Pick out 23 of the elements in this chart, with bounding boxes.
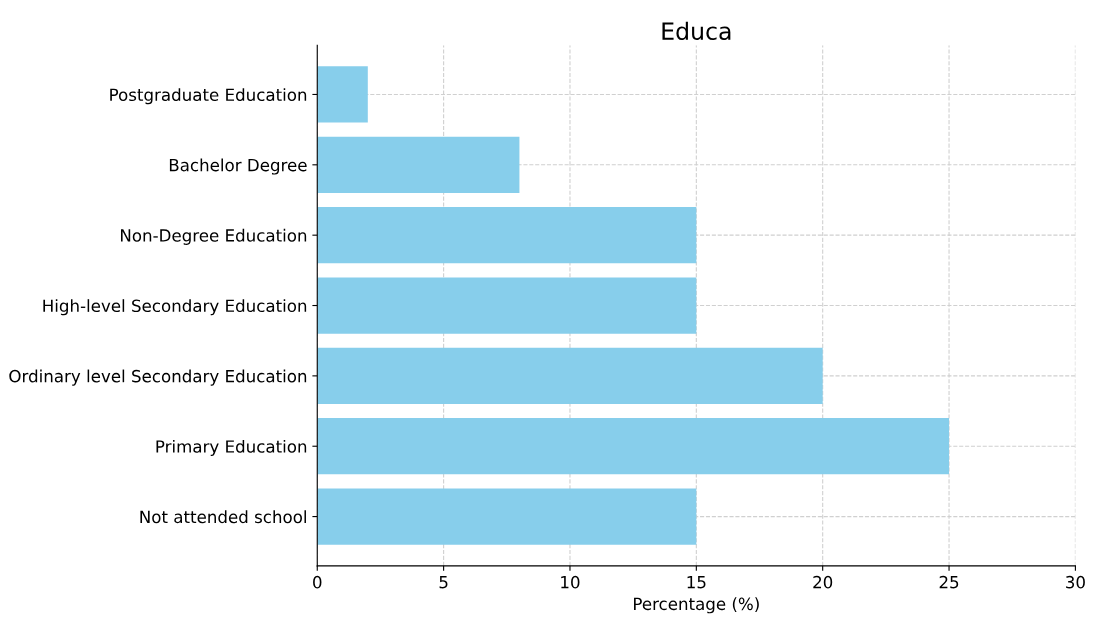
bar — [317, 488, 697, 545]
x-tick-label: 0 — [313, 575, 322, 589]
bar — [317, 418, 950, 475]
bar — [317, 277, 697, 334]
x-tick-label: 15 — [687, 576, 706, 589]
bar — [317, 66, 368, 123]
y-tick-label: Primary Education — [156, 439, 307, 457]
x-axis-title: Percentage (%) — [634, 597, 759, 614]
y-tick-label: Bachelor Degree — [169, 158, 307, 175]
bar — [317, 347, 823, 405]
x-tick-label: 5 — [439, 576, 448, 589]
chart-title: Educa — [662, 21, 731, 40]
x-tick-label: 30 — [1066, 575, 1085, 589]
y-tick-label: Not attended school — [140, 510, 306, 524]
x-tick-label: 25 — [939, 575, 959, 589]
bar — [317, 136, 520, 193]
y-tick-label: Postgraduate Education — [110, 88, 307, 105]
y-tick-label: Non-Degree Education — [121, 228, 307, 245]
x-tick-label: 10 — [561, 575, 580, 589]
y-tick-label: High-level Secondary Education — [43, 299, 307, 316]
bar — [317, 207, 697, 264]
y-tick-label: Ordinary level Secondary Education — [9, 369, 307, 386]
x-tick-label: 20 — [813, 575, 833, 589]
